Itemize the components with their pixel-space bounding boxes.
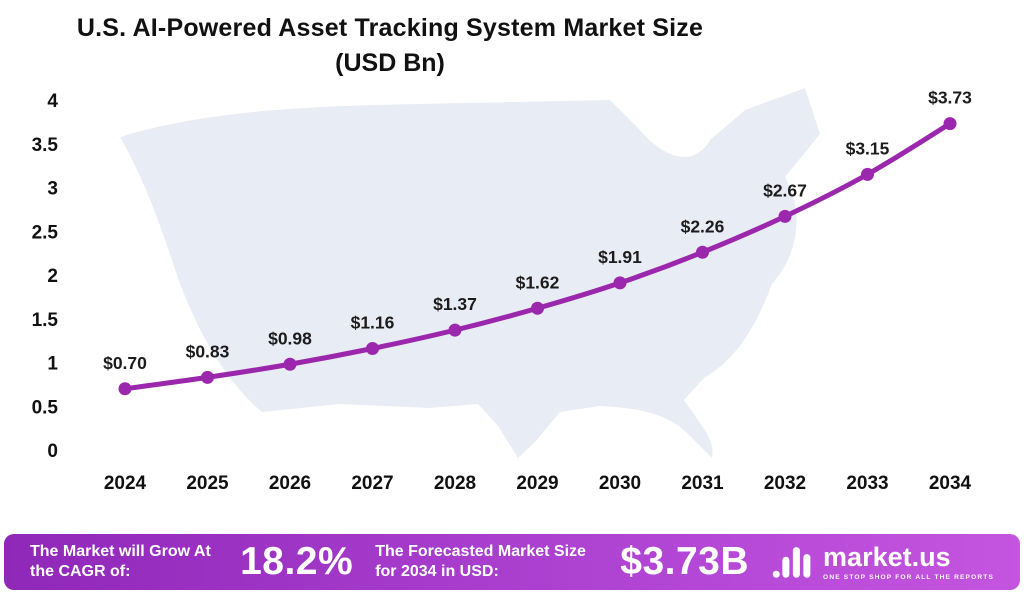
- svg-text:$0.83: $0.83: [186, 341, 230, 361]
- us-map-silhouette: [120, 88, 820, 458]
- svg-text:4: 4: [47, 91, 58, 112]
- svg-text:2033: 2033: [846, 473, 888, 494]
- svg-text:$2.67: $2.67: [763, 180, 807, 200]
- marketus-logo-icon: [772, 547, 811, 578]
- chart-subtitle: (USD Bn): [335, 49, 445, 77]
- svg-text:1: 1: [47, 354, 58, 375]
- svg-text:$3.15: $3.15: [846, 138, 890, 158]
- svg-text:$3.73: $3.73: [928, 88, 972, 108]
- title-block: U.S. AI-Powered Asset Tracking System Ma…: [0, 0, 780, 78]
- footer-banner: The Market will Grow At the CAGR of: 18.…: [4, 534, 1020, 590]
- svg-text:2034: 2034: [929, 473, 972, 494]
- svg-text:2026: 2026: [269, 473, 311, 494]
- svg-text:2031: 2031: [681, 473, 724, 494]
- marketus-logo: market.us ONE STOP SHOP FOR ALL THE REPO…: [771, 541, 994, 583]
- svg-text:$1.16: $1.16: [351, 313, 395, 333]
- brand-name: market.us: [823, 541, 951, 572]
- svg-text:$0.98: $0.98: [268, 328, 312, 348]
- svg-text:2027: 2027: [351, 473, 393, 494]
- svg-text:2024: 2024: [104, 473, 147, 494]
- svg-text:3: 3: [47, 179, 58, 200]
- svg-text:1.5: 1.5: [32, 310, 59, 331]
- svg-text:2028: 2028: [434, 473, 476, 494]
- svg-text:$1.91: $1.91: [598, 247, 642, 267]
- brand-text: market.us ONE STOP SHOP FOR ALL THE REPO…: [823, 541, 994, 581]
- cagr-value: 18.2%: [240, 540, 354, 583]
- market-size-line-chart: 0 0.5 1 1.5 2 2.5 3 3.5 4 2024 2025 2026 2027 2028 202…: [32, 88, 973, 494]
- cagr-label: The Market will Grow At the CAGR of:: [30, 543, 211, 580]
- svg-text:2030: 2030: [599, 473, 641, 494]
- svg-text:2029: 2029: [516, 473, 558, 494]
- chart-area: 0 0.5 1 1.5 2 2.5 3 3.5 4 2024 2025 2026 2027 2028 202…: [0, 82, 1024, 502]
- svg-text:$2.26: $2.26: [681, 216, 725, 236]
- forecast-label: The Forecasted Market Size for 2034 in U…: [375, 543, 586, 580]
- svg-text:2025: 2025: [186, 473, 229, 494]
- svg-text:$0.70: $0.70: [103, 353, 147, 373]
- svg-text:2032: 2032: [764, 473, 806, 494]
- chart-title: U.S. AI-Powered Asset Tracking System Ma…: [76, 14, 704, 42]
- svg-text:2: 2: [47, 266, 58, 287]
- svg-text:$1.62: $1.62: [516, 272, 560, 292]
- svg-text:2.5: 2.5: [32, 222, 59, 243]
- forecast-value: $3.73B: [620, 540, 750, 583]
- svg-text:0.5: 0.5: [32, 397, 59, 418]
- brand-tagline: ONE STOP SHOP FOR ALL THE REPORTS: [823, 573, 994, 581]
- svg-text:$1.37: $1.37: [433, 294, 477, 314]
- svg-text:0: 0: [47, 441, 58, 462]
- svg-text:3.5: 3.5: [32, 135, 59, 156]
